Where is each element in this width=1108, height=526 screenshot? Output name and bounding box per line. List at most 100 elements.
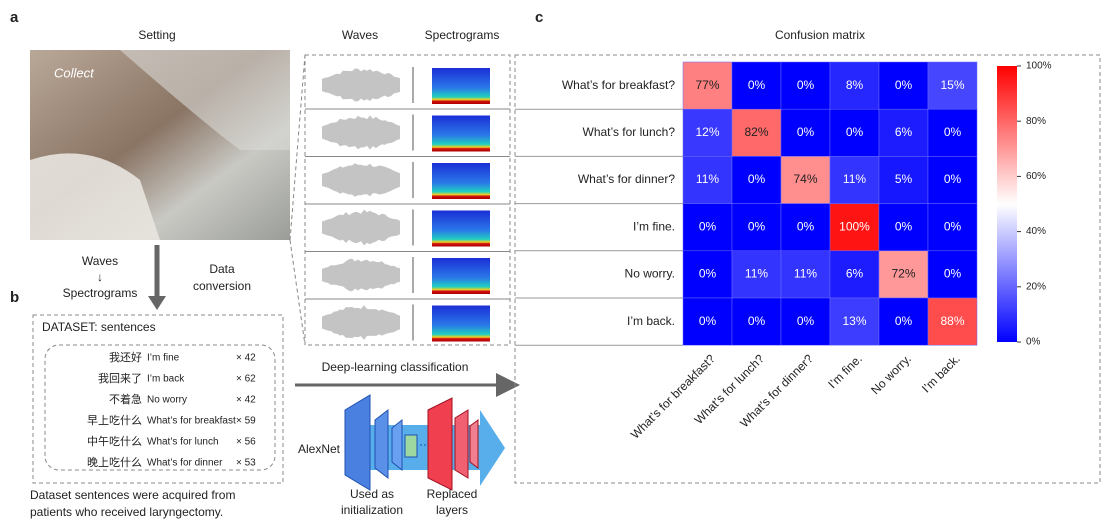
cell-label: 0% xyxy=(797,314,815,328)
cell xyxy=(927,156,978,204)
flow-text: Waves xyxy=(82,254,118,268)
photo-caption: Collect xyxy=(54,65,95,80)
cell xyxy=(731,203,782,252)
colorbar-label: 0% xyxy=(1026,337,1041,348)
wave xyxy=(322,258,400,292)
cell xyxy=(731,250,782,299)
colorbar xyxy=(997,66,1017,342)
cell-label: 0% xyxy=(797,78,815,92)
sentence-en: I’m back xyxy=(147,374,185,385)
cell-label: 8% xyxy=(846,78,864,92)
cell-label: 0% xyxy=(797,125,815,139)
cell xyxy=(682,108,733,157)
panel-label: a xyxy=(10,9,19,26)
cell xyxy=(927,250,978,299)
cell-label: 0% xyxy=(748,78,766,92)
cell xyxy=(927,203,978,252)
cell-label: 0% xyxy=(944,267,962,281)
cell-label: 0% xyxy=(944,219,962,233)
cell xyxy=(731,297,782,346)
row-label: What’s for breakfast? xyxy=(562,78,675,92)
cell xyxy=(682,297,733,346)
col-label: I’m back. xyxy=(919,352,963,396)
cell xyxy=(682,156,733,204)
cell-label: 6% xyxy=(846,267,864,281)
row-label: No worry. xyxy=(625,267,675,281)
sentence-en: What’s for lunch xyxy=(147,437,219,448)
zoom-line xyxy=(289,54,306,346)
flow-text: Data xyxy=(209,262,235,276)
arrow-head xyxy=(148,296,166,310)
sentence-zh: 我回来了 xyxy=(98,372,142,385)
cell-label: 0% xyxy=(895,78,913,92)
cell xyxy=(829,61,880,110)
pipeline-label: Deep-learning classification xyxy=(322,360,469,374)
cell xyxy=(731,61,782,110)
cell xyxy=(878,156,929,204)
cell-label: 0% xyxy=(699,219,717,233)
sentence-en: What’s for breakfast xyxy=(147,416,236,427)
cell-label: 0% xyxy=(699,314,717,328)
cell-label: 0% xyxy=(895,219,913,233)
cell xyxy=(682,203,733,252)
cell-label: 100% xyxy=(839,219,870,233)
cell-label: 15% xyxy=(940,78,964,92)
cell xyxy=(927,61,978,110)
cell xyxy=(878,250,929,299)
cell-label: 11% xyxy=(843,172,866,186)
colorbar-label: 20% xyxy=(1026,281,1046,292)
photo-bg xyxy=(120,50,290,150)
caption: patients who received laryngectomy. xyxy=(30,505,223,519)
row-label: I’m fine. xyxy=(633,219,675,233)
sentence-zh: 晚上吃什么 xyxy=(87,456,142,469)
wave xyxy=(322,115,400,150)
cell xyxy=(780,250,831,299)
wave xyxy=(322,163,400,197)
cell-label: 0% xyxy=(944,125,962,139)
cell-label: 72% xyxy=(891,267,915,281)
cell xyxy=(878,61,929,110)
spectrogram xyxy=(432,305,490,342)
flow-text: Spectrograms xyxy=(63,286,138,300)
panel-label: b xyxy=(10,289,19,306)
cell-label: 0% xyxy=(846,125,864,139)
cell-label: 77% xyxy=(695,78,719,92)
cell xyxy=(780,108,831,157)
cell-label: 82% xyxy=(744,125,768,139)
column-header: Spectrograms xyxy=(425,28,500,42)
cell-label: 0% xyxy=(797,219,815,233)
cell xyxy=(878,203,929,252)
flow-text: conversion xyxy=(193,279,251,293)
panel-label: c xyxy=(535,9,543,26)
column-header: Waves xyxy=(342,28,378,42)
cell xyxy=(682,250,733,299)
sentence-zh: 我还好 xyxy=(109,350,142,364)
sentence-count: × 59 xyxy=(236,416,256,427)
cell-label: 0% xyxy=(944,172,962,186)
col-label: What’s for breakfast? xyxy=(628,351,718,441)
wave xyxy=(322,68,400,102)
cell-label: 0% xyxy=(699,267,717,281)
sentence-count: × 62 xyxy=(236,374,256,385)
note: Used as xyxy=(350,487,394,501)
photo-shirt xyxy=(30,153,160,240)
spectrogram xyxy=(432,163,490,199)
sentence-en: What’s for dinner xyxy=(147,458,223,469)
cell-label: 74% xyxy=(793,172,817,186)
sentence-box xyxy=(44,344,276,471)
wave xyxy=(322,305,400,340)
cell-label: 88% xyxy=(940,314,964,328)
cell-label: 0% xyxy=(895,314,913,328)
colorbar-label: 100% xyxy=(1026,61,1052,72)
cell-label: 13% xyxy=(842,314,866,328)
col-label: No worry. xyxy=(868,352,914,398)
cell xyxy=(878,297,929,346)
spectrogram xyxy=(432,258,490,294)
cell-label: 0% xyxy=(748,314,766,328)
wave xyxy=(322,209,400,246)
cell xyxy=(829,250,880,299)
row-label: What’s for lunch? xyxy=(583,125,676,139)
spectrogram xyxy=(432,68,490,104)
network-label: AlexNet xyxy=(298,442,341,456)
